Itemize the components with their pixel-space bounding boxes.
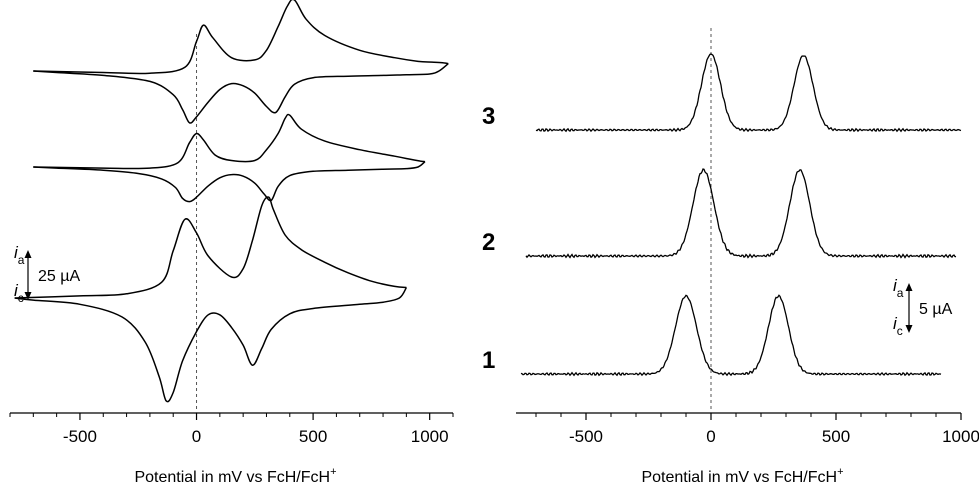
- scale-bar-arrow-up: [24, 250, 32, 258]
- cv-reverse-scan-series-2: [33, 161, 426, 203]
- cathodic-current-label: ic: [14, 281, 24, 305]
- x-tick-label: 1000: [411, 427, 449, 446]
- dpv-trace-series-1: [520, 294, 942, 377]
- cathodic-current-subscript: c: [897, 324, 903, 338]
- scale-bar-value-label: 5 µA: [919, 301, 953, 318]
- x-tick-label: -500: [569, 427, 603, 446]
- cv-forward-scan-series-1: [14, 196, 407, 299]
- dpv-trace-series-2: [525, 168, 957, 259]
- anodic-current-subscript: a: [18, 253, 25, 267]
- series-label-2: 2: [482, 229, 495, 256]
- scale-bar-value-label: 25 µA: [38, 268, 80, 285]
- cv-panel: -500 0 500 1000 Potential in mV vs FcH/FcH+ i…: [9, 0, 454, 486]
- dpv-panel: -500 0 500 1000 Potential in mV vs FcH/FcH+ 3…: [482, 28, 979, 486]
- series-label-1: 1: [482, 347, 495, 374]
- cathodic-current-label: ic: [893, 314, 903, 338]
- x-axis-label: Potential in mV vs FcH/FcH+: [641, 466, 843, 486]
- x-axis-label-superscript: +: [330, 466, 336, 478]
- anodic-current-subscript: a: [897, 286, 904, 300]
- x-tick-label: -500: [63, 427, 97, 446]
- cv-forward-scan-series-3: [33, 0, 449, 75]
- x-axis-label-superscript: +: [837, 466, 843, 478]
- cv-forward-scan-series-2: [33, 113, 426, 170]
- x-tick-label: 500: [299, 427, 327, 446]
- anodic-current-label: ia: [893, 276, 904, 300]
- scale-bar-arrow-down: [905, 325, 913, 333]
- scale-bar-arrow-down: [24, 292, 32, 300]
- x-axis-label: Potential in mV vs FcH/FcH+: [134, 466, 336, 486]
- series-label-3: 3: [482, 103, 495, 130]
- dpv-trace-series-3: [535, 53, 962, 133]
- x-tick-label: 0: [192, 427, 201, 446]
- cv-reverse-scan-series-1: [14, 287, 408, 403]
- anodic-current-label: ia: [14, 243, 25, 267]
- x-tick-label: 0: [706, 427, 715, 446]
- scale-bar-arrow-up: [905, 283, 913, 291]
- cv-reverse-scan-series-3: [33, 63, 449, 124]
- x-tick-label: 1000: [942, 427, 979, 446]
- x-tick-label: 500: [822, 427, 850, 446]
- cathodic-current-subscript: c: [18, 291, 24, 305]
